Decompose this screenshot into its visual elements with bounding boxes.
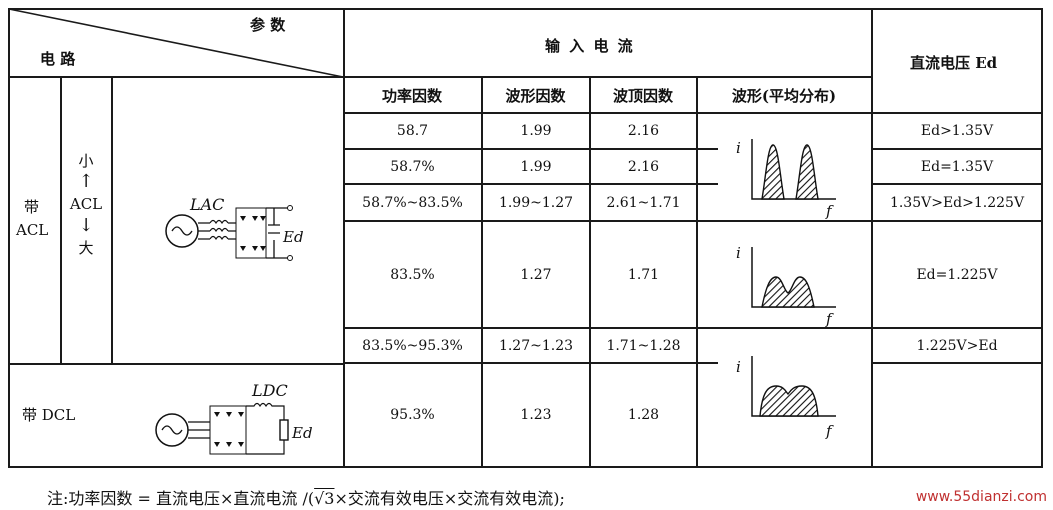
header-dc-voltage: 直流电压 Ed <box>910 54 998 72</box>
header-circuit: 电 路 <box>40 50 76 68</box>
row1-pf: 58.7 <box>396 123 429 139</box>
waveform-pulse-wide <box>751 356 836 417</box>
wave3-x-label: f <box>826 422 832 440</box>
ldc-label: LDC <box>252 381 288 400</box>
waveform-pulse-medium <box>751 247 836 308</box>
wave1-x-label: f <box>826 202 832 220</box>
footnote-suffix: ×交流有效电压×交流有效电流); <box>334 489 565 508</box>
row5-form: 1.27~1.23 <box>498 337 574 354</box>
row3-ed: 1.35V>Ed>1.225V <box>889 194 1025 211</box>
header-params: 参 数 <box>250 16 286 34</box>
col-header-rule <box>343 112 1043 114</box>
row2-pf: 58.7% <box>390 158 435 175</box>
row3-rule <box>343 220 1043 222</box>
row5-rule-b <box>871 362 1043 364</box>
row6-pf: 95.3% <box>390 407 435 423</box>
right-border <box>1041 8 1043 468</box>
row1-rule-b <box>871 148 1043 150</box>
arrow-down-icon: ↓ <box>78 215 94 236</box>
row1-rule-a <box>343 148 718 150</box>
row6-crest: 1.28 <box>627 407 660 423</box>
header-rule <box>8 76 343 78</box>
row3-form: 1.99~1.27 <box>498 194 574 211</box>
row1-ed: Ed>1.35V <box>920 123 994 139</box>
wave-col-right <box>871 8 873 468</box>
crest-col-right <box>696 76 698 468</box>
footnote-sqrt: √3 <box>314 489 335 508</box>
col-header-form: 波形因数 <box>505 86 566 105</box>
arrow-up-icon: ↑ <box>78 171 94 192</box>
subheader-rule <box>343 76 871 78</box>
wave3-y-label: i <box>736 358 741 376</box>
group-rule <box>8 363 343 365</box>
row2-crest: 2.16 <box>627 158 660 175</box>
waveform-pulse-narrow <box>751 139 836 200</box>
row1-form: 1.99 <box>520 123 552 139</box>
row3-pf: 58.7%~83.5% <box>362 194 463 211</box>
pf-col-right <box>481 76 483 468</box>
row4-form: 1.27 <box>520 266 552 283</box>
acl-arrow-col-right <box>111 76 113 364</box>
lac-label: LAC <box>190 195 225 214</box>
row5-crest: 1.71~1.28 <box>606 337 681 354</box>
acl-ed-label: Ed <box>283 228 304 246</box>
footnote-prefix: 注:功率因数 = 直流电压×直流电流 /( <box>47 489 315 508</box>
row4-pf: 83.5% <box>390 266 435 283</box>
row4-rule <box>343 327 1043 329</box>
circuit-col-right <box>343 8 345 468</box>
acl-mid-label: ACL <box>69 195 103 213</box>
acl-group-label-1: 带 <box>24 198 40 216</box>
acl-circuit-diagram <box>165 205 293 261</box>
row2-rule-b <box>871 183 1043 185</box>
row1-crest: 2.16 <box>627 123 660 139</box>
bottom-border <box>8 466 1043 468</box>
acl-group-label-2: ACL <box>16 221 49 239</box>
dcl-group-label: 带 DCL <box>22 406 76 424</box>
acl-large-label: 大 <box>78 239 94 257</box>
left-border <box>8 8 10 468</box>
row2-form: 1.99 <box>520 158 552 175</box>
wave2-x-label: f <box>826 310 832 328</box>
row2-ed: Ed=1.35V <box>920 158 994 175</box>
row2-rule-a <box>343 183 718 185</box>
row5-ed: 1.225V>Ed <box>916 337 998 354</box>
acl-size-scale: 小 ↑ ACL ↓ 大 <box>62 150 110 258</box>
watermark: www.55dianzi.com <box>915 489 1047 505</box>
top-border <box>8 8 1043 10</box>
row6-form: 1.23 <box>520 407 552 423</box>
wave1-y-label: i <box>736 139 741 157</box>
row4-crest: 1.71 <box>627 266 660 283</box>
dcl-circuit-diagram <box>155 402 289 455</box>
col-header-pf: 功率因数 <box>381 86 442 105</box>
form-col-right <box>589 76 591 468</box>
dcl-ed-label: Ed <box>292 424 313 442</box>
acl-small-label: 小 <box>78 152 94 170</box>
wave2-y-label: i <box>736 244 741 262</box>
col-header-crest: 波顶因数 <box>612 86 673 105</box>
row3-crest: 2.61~1.71 <box>606 194 681 211</box>
row5-pf: 83.5%~95.3% <box>362 337 463 354</box>
row5-rule-a <box>343 362 718 364</box>
col-header-wave: 波形(平均分布) <box>731 86 837 105</box>
acl-arrow-col-left <box>60 76 62 364</box>
footnote: 注:功率因数 = 直流电压×直流电流 /(√3×交流有效电压×交流有效电流); <box>47 485 565 509</box>
row4-ed: Ed=1.225V <box>916 266 998 283</box>
header-input-current: 输 入 电 流 <box>545 37 635 55</box>
